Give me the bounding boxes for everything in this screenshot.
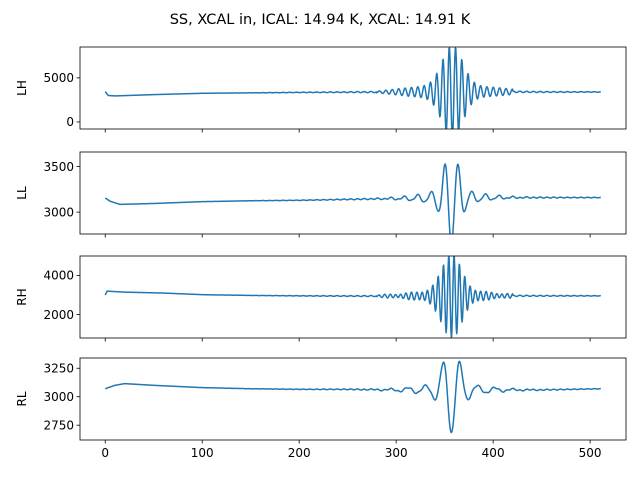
axes-frame [79,357,627,441]
y-axis-label: RL [15,391,29,406]
series-line-rh [104,256,602,338]
subplot-lh: 0 5000 LH [15,46,627,133]
axes-frame [79,151,627,235]
y-axis-label: RH [15,288,29,305]
y-tick-label: 5000 [43,71,74,85]
y-tick-label: 3250 [43,361,74,375]
y-tick-label: 3000 [43,390,74,404]
y-axis-label: LL [15,186,29,200]
x-tick-label: 100 [191,446,214,460]
subplot-rh: 2000 4000 RH [15,255,627,342]
y-tick-label: 4000 [43,269,74,283]
y-tick-label: 2000 [43,308,74,322]
series-line-rl [104,360,602,434]
subplot-rl: 2750 3000 3250 RL 0 100 200 300 400 500 [15,357,627,460]
series-line-lh [104,47,602,129]
axes-frame [79,255,627,339]
x-tick-label: 300 [385,446,408,460]
axes-frame [79,46,627,130]
x-tick-label: 500 [579,446,602,460]
x-tick-label: 200 [288,446,311,460]
x-tick-label: 400 [482,446,505,460]
y-tick-label: 3000 [43,205,74,219]
series-line-ll [104,163,602,234]
y-tick-label: 2750 [43,418,74,432]
subplot-ll: 3000 3500 LL [15,151,627,238]
chart-title: SS, XCAL in, ICAL: 14.94 K, XCAL: 14.91 … [170,12,471,28]
x-tick-label: 0 [101,446,109,460]
y-axis-label: LH [15,80,29,96]
subplots: 05000LH30003500LL20004000RH275030003250R… [15,46,627,460]
y-tick-label: 3500 [43,160,74,174]
y-tick-label: 0 [66,115,74,129]
